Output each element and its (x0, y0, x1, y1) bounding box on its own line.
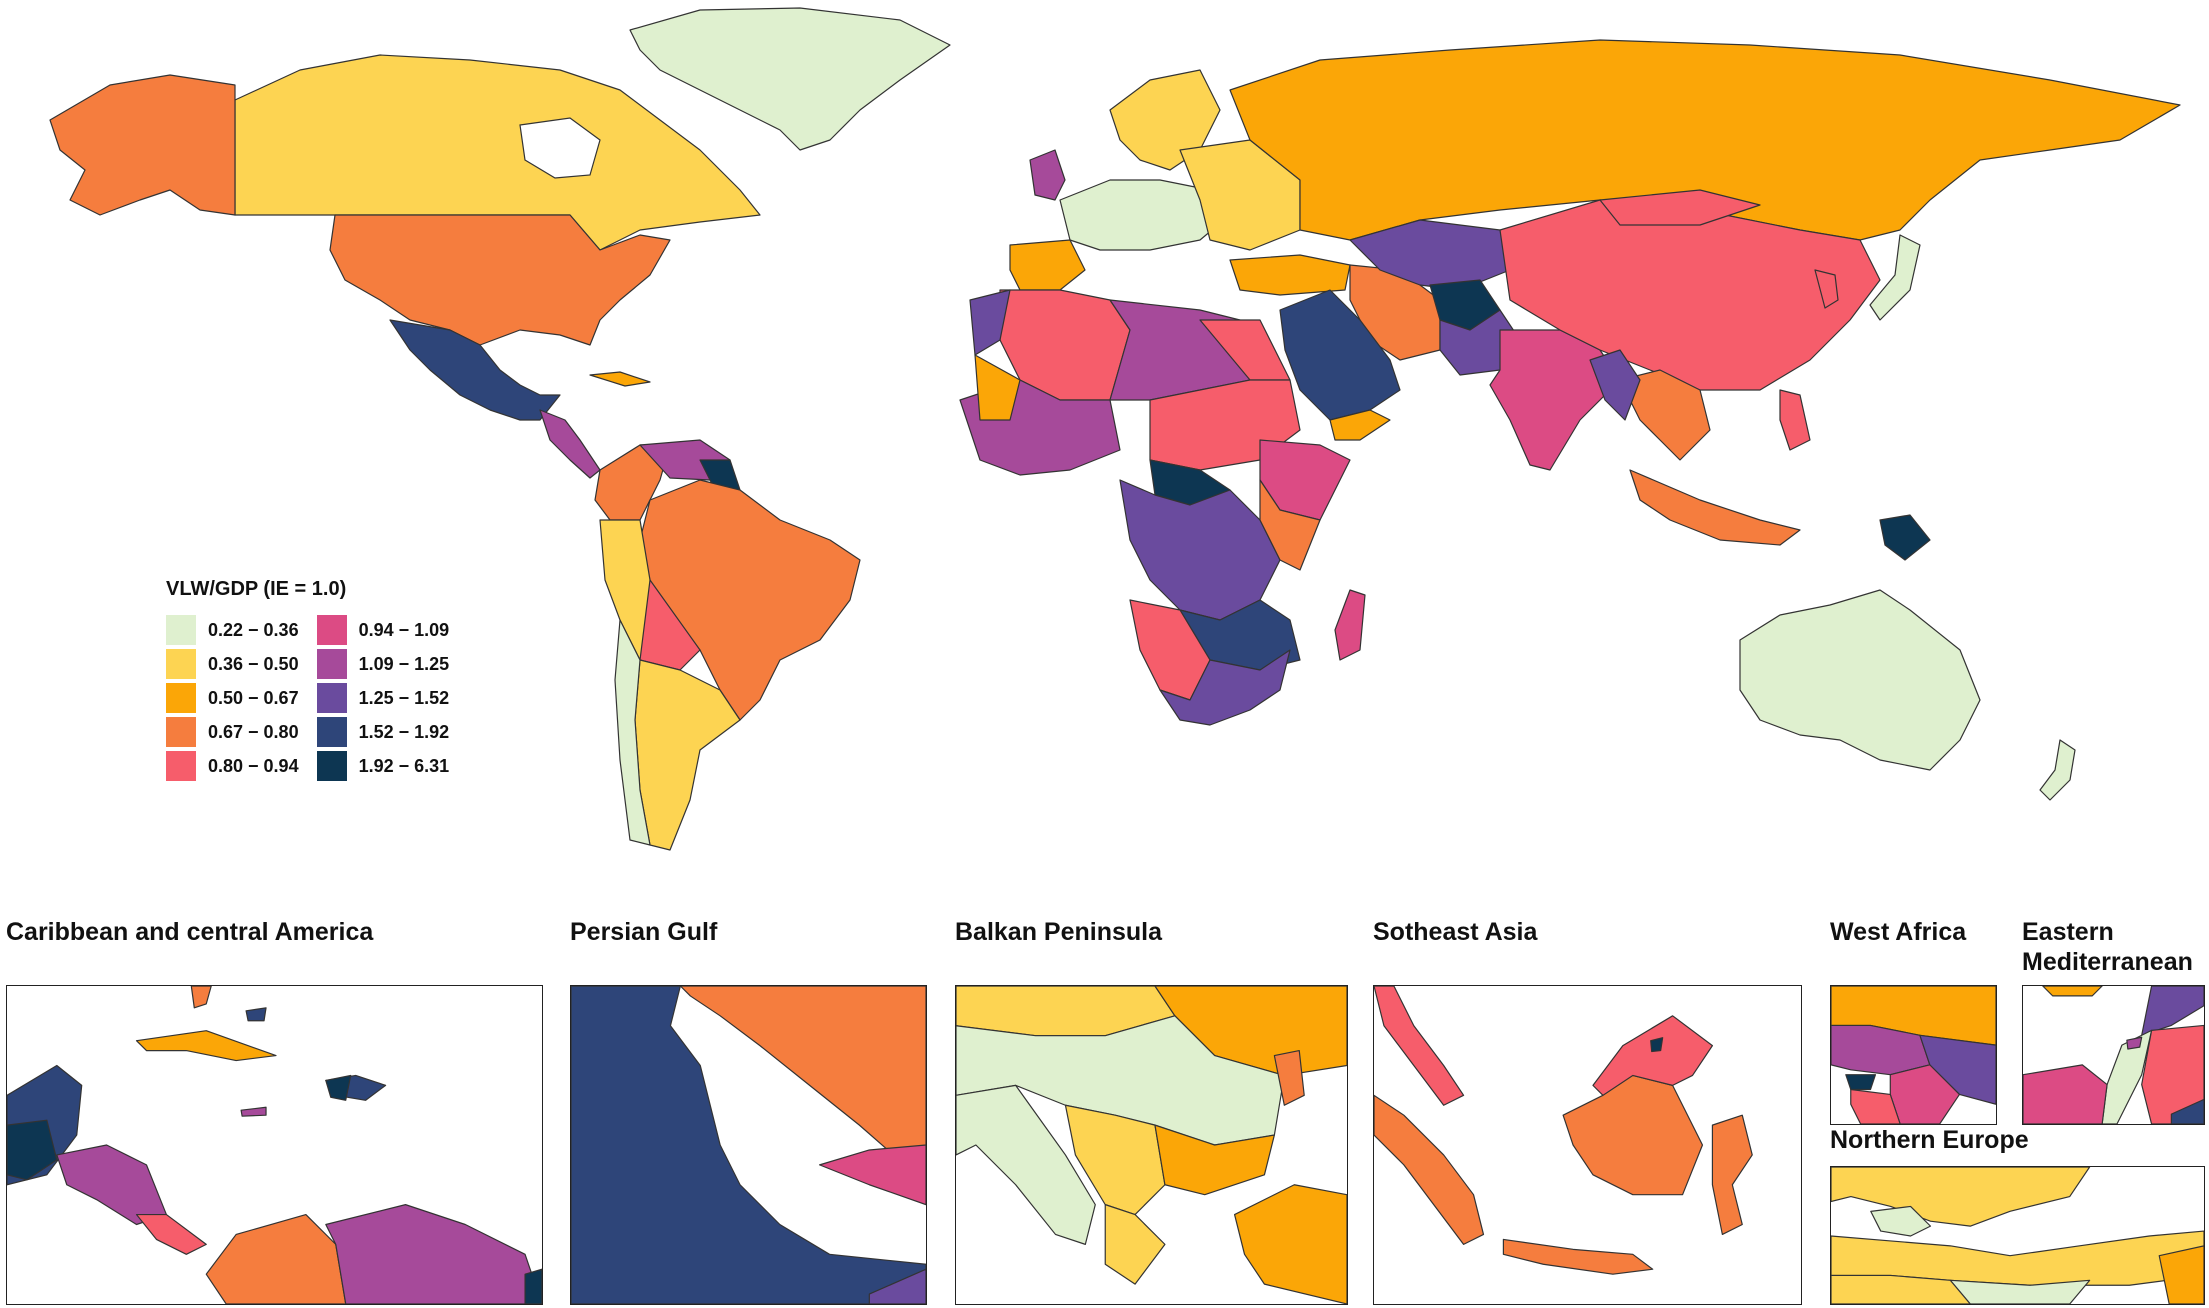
legend-item: 0.67 − 0.80 (166, 717, 299, 747)
legend-item: 1.52 − 1.92 (316, 717, 450, 747)
world-map (49, 7, 2181, 851)
inset-map-eastern-mediterranean (2022, 985, 2205, 1125)
legend-column-left: 0.22 − 0.36 0.36 − 0.50 0.50 − 0.67 0.67… (166, 615, 299, 781)
legend-swatch (316, 615, 347, 645)
legend-label: 1.09 − 1.25 (358, 653, 450, 674)
inset-title-persian-gulf: Persian Gulf (570, 918, 718, 946)
legend-label: 0.36 − 0.50 (208, 653, 299, 674)
legend-label: 1.52 − 1.92 (358, 721, 450, 742)
region-mexico (389, 319, 561, 421)
region-central-america (539, 409, 601, 479)
legend-swatch (316, 683, 347, 713)
region-hudson-bay (519, 117, 601, 179)
inset-title-west-africa: West Africa (1830, 918, 1967, 946)
legend-swatch (316, 717, 347, 747)
region-uk (1029, 149, 1066, 201)
region-russia (1229, 39, 2181, 241)
legend-swatch (166, 683, 196, 713)
legend-label: 0.80 − 0.94 (208, 755, 299, 776)
region-central-asia (1349, 219, 1511, 291)
region-usa (329, 214, 671, 346)
inset-title-caribbean: Caribbean and central America (6, 918, 374, 946)
region-greenland (629, 7, 951, 151)
region-alaska (49, 74, 236, 216)
legend-swatch (316, 649, 347, 679)
region-south-africa (1159, 649, 1291, 726)
region-korea (1814, 269, 1839, 309)
legend-item: 1.09 − 1.25 (316, 649, 450, 679)
region-morocco (969, 289, 1011, 356)
region-saudi-arabia (1279, 289, 1401, 421)
legend-label: 1.25 − 1.52 (358, 687, 450, 708)
legend-label: 1.92 − 6.31 (358, 755, 450, 776)
inset-map-west-africa (1830, 985, 1997, 1125)
inset-map-southeast-asia (1373, 985, 1802, 1305)
legend-column-right: 0.94 − 1.09 1.09 − 1.25 1.25 − 1.52 1.52… (316, 615, 450, 781)
region-cuba (589, 371, 651, 387)
region-indonesia (1629, 469, 1801, 546)
region-central-africa (1119, 479, 1281, 621)
legend-swatch (166, 717, 196, 747)
inset-title-balkan: Balkan Peninsula (955, 918, 1163, 946)
region-turkey (1229, 254, 1351, 296)
legend-label: 0.22 − 0.36 (208, 619, 299, 640)
legend-item: 1.25 − 1.52 (316, 683, 450, 713)
inset-map-persian-gulf (570, 985, 927, 1305)
region-papua (1879, 514, 1931, 561)
legend-item: 0.80 − 0.94 (166, 751, 299, 781)
legend-title: VLW/GDP (IE = 1.0) (166, 578, 347, 600)
region-east-africa (1259, 479, 1321, 571)
map-legend: VLW/GDP (IE = 1.0) 0.22 − 0.36 0.36 − 0.… (166, 578, 449, 781)
inset-title-eastern-mediterranean: Eastern Mediterranean (2022, 918, 2193, 976)
region-southeast-asia (1619, 369, 1711, 461)
legend-swatch (166, 751, 196, 781)
legend-label: 0.94 − 1.09 (358, 619, 450, 640)
legend-item: 0.36 − 0.50 (166, 649, 299, 679)
region-madagascar (1334, 589, 1366, 661)
inset-map-balkan (955, 985, 1348, 1305)
inset-title-northern-europe: Northern Europe (1830, 1126, 2029, 1154)
legend-label: 0.67 − 0.80 (208, 721, 299, 742)
region-india (1489, 329, 1621, 471)
region-chile (614, 619, 651, 846)
legend-item: 0.94 − 1.09 (316, 615, 450, 645)
legend-swatch (166, 649, 196, 679)
region-australia (1739, 589, 1981, 771)
region-mongolia (1599, 189, 1761, 226)
legend-item: 1.92 − 6.31 (316, 751, 450, 781)
region-iberia (1009, 239, 1086, 291)
region-yemen (1329, 409, 1391, 441)
legend-swatch (316, 751, 347, 781)
region-japan (1869, 234, 1921, 321)
region-china (1499, 199, 1881, 391)
legend-swatch (166, 615, 196, 645)
legend-item: 0.22 − 0.36 (166, 615, 299, 645)
region-philippines (1779, 389, 1811, 451)
legend-item: 0.50 − 0.67 (166, 683, 299, 713)
region-new-zealand (2039, 739, 2076, 801)
inset-map-northern-europe (1830, 1166, 2205, 1305)
region-myanmar (1589, 349, 1641, 421)
legend-label: 0.50 − 0.67 (208, 687, 299, 708)
region-mauritania (974, 354, 1021, 421)
inset-title-southeast-asia: Sotheast Asia (1373, 918, 1538, 946)
inset-map-caribbean (6, 985, 543, 1305)
